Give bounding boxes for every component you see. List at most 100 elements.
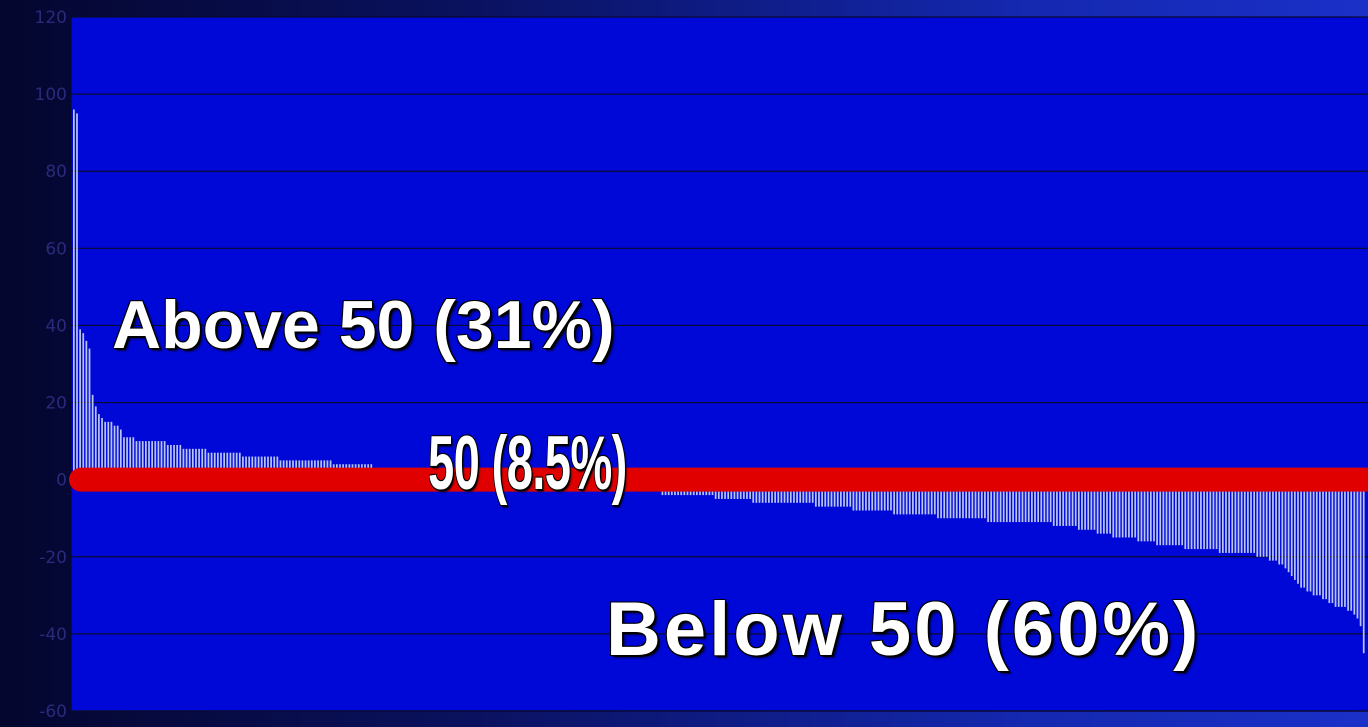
y-tick-label: -60 xyxy=(39,702,67,722)
bar xyxy=(138,441,141,480)
bar xyxy=(1262,479,1265,557)
bar xyxy=(1021,479,1024,523)
below-fifty-annotation: Below 50 (60%) xyxy=(606,587,1202,672)
bar xyxy=(116,425,119,480)
bar xyxy=(933,479,936,515)
bar xyxy=(1328,479,1331,604)
bar xyxy=(1275,479,1277,561)
bar xyxy=(1153,479,1155,542)
bar xyxy=(1250,479,1252,553)
bar xyxy=(830,479,833,507)
bar xyxy=(132,437,135,480)
bar xyxy=(1253,479,1256,553)
bar xyxy=(871,479,874,511)
bar xyxy=(1312,479,1315,596)
bar xyxy=(858,479,861,511)
bar xyxy=(98,414,100,480)
bar xyxy=(861,479,864,511)
bar xyxy=(145,441,147,480)
bar xyxy=(1096,479,1099,534)
bar xyxy=(1165,479,1168,546)
bar xyxy=(238,452,241,480)
bar xyxy=(1225,479,1227,553)
bar xyxy=(899,479,902,515)
bar xyxy=(1181,479,1184,546)
bar xyxy=(880,479,883,511)
bar xyxy=(163,441,166,480)
bar xyxy=(1237,479,1240,553)
bar xyxy=(79,329,81,480)
bar xyxy=(1290,479,1293,577)
bar xyxy=(1043,479,1046,523)
bar xyxy=(151,441,153,480)
bar xyxy=(843,479,845,507)
bar xyxy=(94,406,97,480)
bar xyxy=(1322,479,1324,600)
bar xyxy=(1243,479,1246,553)
bar xyxy=(201,448,204,480)
bar xyxy=(1012,479,1014,523)
bar xyxy=(977,479,980,519)
bar xyxy=(1090,479,1093,530)
bar xyxy=(833,479,836,507)
bar xyxy=(1281,479,1284,565)
bar xyxy=(232,452,235,480)
bar xyxy=(937,479,939,519)
y-tick-label: 0 xyxy=(56,471,67,491)
bar xyxy=(1190,479,1193,550)
bar xyxy=(896,479,899,515)
bar xyxy=(1024,479,1027,523)
bar xyxy=(1115,479,1118,538)
bar xyxy=(1200,479,1202,550)
bar xyxy=(1124,479,1127,538)
bar xyxy=(1005,479,1008,523)
y-tick-label: 80 xyxy=(45,162,67,182)
bar xyxy=(1309,479,1312,592)
bar xyxy=(865,479,867,511)
bar xyxy=(1056,479,1058,526)
bar xyxy=(185,448,188,480)
bar xyxy=(85,340,88,480)
bar xyxy=(176,444,179,480)
bar xyxy=(1300,479,1302,588)
bar xyxy=(1175,479,1177,546)
bar xyxy=(1027,479,1030,523)
bar xyxy=(220,452,222,480)
bar xyxy=(1087,479,1090,530)
y-axis-ticks: 120 100 80 60 40 20 0 -20 -40 -60 xyxy=(35,8,67,722)
bar xyxy=(1106,479,1108,534)
bar xyxy=(987,479,989,523)
bar xyxy=(968,479,971,519)
bar xyxy=(91,394,94,480)
bar xyxy=(179,444,182,480)
bar xyxy=(1074,479,1077,526)
bar xyxy=(1068,479,1071,526)
bar xyxy=(993,479,996,523)
y-tick-label: 20 xyxy=(45,394,67,414)
bar xyxy=(1228,479,1230,553)
bar xyxy=(1046,479,1049,523)
bar xyxy=(849,479,852,507)
y-tick-label: 120 xyxy=(35,8,67,28)
bar xyxy=(1353,479,1356,615)
bar xyxy=(1031,479,1033,523)
bar xyxy=(1071,479,1074,526)
bar xyxy=(990,479,993,523)
bar xyxy=(113,425,116,480)
bar xyxy=(1193,479,1196,550)
bar xyxy=(1140,479,1143,542)
bar xyxy=(76,113,78,480)
bar xyxy=(1062,479,1065,526)
bar xyxy=(154,441,157,480)
bar xyxy=(198,448,200,480)
bar xyxy=(827,479,830,507)
bar xyxy=(110,421,113,480)
bar xyxy=(883,479,886,511)
bar xyxy=(182,448,185,480)
bar xyxy=(1187,479,1190,550)
bar xyxy=(173,444,175,480)
bar xyxy=(210,452,213,480)
bar xyxy=(101,417,103,480)
